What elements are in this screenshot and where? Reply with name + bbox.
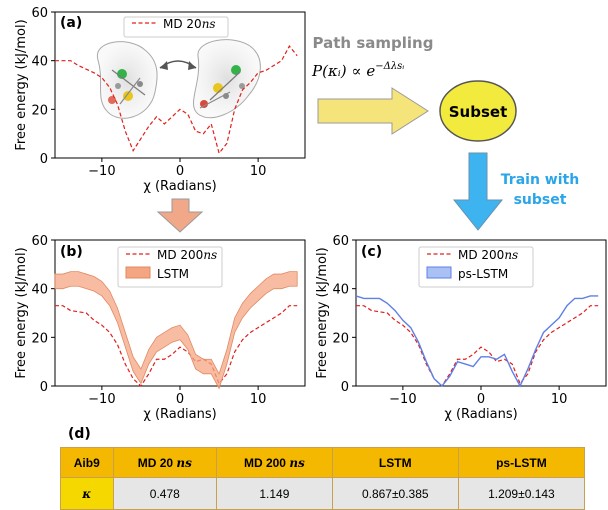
cell-md200: 1.149	[216, 477, 333, 510]
y-tick-label: 20	[332, 331, 349, 346]
legend-label: LSTM	[157, 267, 189, 281]
panel-b-chart: −10 0 10 0 20 40 60 MD 200ns LSTM (b) Free ener…	[14, 234, 306, 422]
legend-label: ps-LSTM	[458, 267, 508, 281]
legend-a-box	[123, 16, 229, 38]
train-with-label: Train with	[501, 172, 579, 188]
cell-lstm: 0.867±0.385	[331, 477, 459, 510]
x-tick-label: 0	[477, 392, 485, 407]
panel-a-xlabel: χ (Radians)	[143, 179, 216, 194]
sampling-formula: P(κᵢ) ∝ e−Δλsᵢ	[311, 61, 404, 80]
header-ps-lstm: ps-LSTM	[457, 447, 586, 478]
molecule-left-blob	[97, 41, 158, 119]
panel-c-xlabel: χ (Radians)	[444, 407, 517, 422]
y-tick-label: 20	[31, 331, 48, 346]
panel-a-label: (a)	[60, 15, 82, 31]
y-tick-label: 40	[332, 283, 349, 298]
subset-node	[439, 80, 517, 142]
x-tick-label: 10	[250, 164, 267, 179]
panel-a-ylabel: Free energy (kJ/mol)	[14, 19, 29, 150]
molecule-left-atoms	[108, 69, 146, 105]
table-row: κ 0.478 1.149 0.867±0.385 1.209±0.143	[60, 477, 586, 510]
subset-label: Subset	[449, 103, 508, 121]
molecule-right-blob	[193, 39, 261, 119]
y-tick-label: 0	[40, 152, 48, 167]
panel-a-chart: −10 0 10 0 20 40 60	[14, 6, 306, 194]
y-tick-label: 60	[31, 6, 48, 21]
x-tick-label: 0	[176, 392, 184, 407]
subset-train-label: subset	[514, 192, 567, 208]
panel-c-label: (c)	[361, 244, 382, 260]
y-tick-label: 40	[31, 55, 48, 70]
legend-label: MD 20ns	[163, 17, 216, 31]
row-label-kappa: κ	[60, 477, 114, 510]
panel-c-chart: −10 0 10 0 20 40 60 MD 200ns ps-LSTM (c) Free e…	[315, 234, 607, 422]
arrow-down-blue-icon	[452, 152, 504, 231]
legend-marker	[125, 266, 151, 279]
series-band-lstm	[54, 271, 298, 390]
header-lstm: LSTM	[331, 447, 459, 478]
table-header-row: Aib9 MD 20 ns MD 200 ns LSTM ps-LSTM	[60, 447, 586, 478]
header-md200: MD 200 ns	[216, 447, 333, 478]
table-title: (d)	[68, 426, 91, 442]
cell-md20: 0.478	[112, 477, 218, 510]
y-tick-label: 0	[341, 380, 349, 395]
arrow-down-orange-icon	[156, 198, 204, 233]
legend-label: MD 200ns	[157, 248, 217, 262]
x-tick-label: 0	[176, 164, 184, 179]
x-tick-label: −10	[88, 164, 115, 179]
panel-b-xlabel: χ (Radians)	[143, 407, 216, 422]
series-line-md-200ns	[55, 305, 298, 387]
series-line-md-20ns	[55, 44, 298, 155]
molecule-illustration	[97, 39, 261, 119]
legend-marker	[426, 266, 452, 279]
x-tick-label: 10	[551, 392, 568, 407]
path-sampling-label: Path sampling	[313, 34, 434, 52]
x-tick-label: −10	[88, 392, 115, 407]
kappa-table: Aib9 MD 20 ns MD 200 ns LSTM ps-LSTM κ 0…	[60, 447, 586, 510]
figure-canvas: −10 0 10 0 20 40 60	[14, 6, 607, 422]
arrow-to-subset-icon	[317, 87, 429, 135]
x-tick-label: −10	[389, 392, 416, 407]
panel-b-ylabel: Free energy (kJ/mol)	[14, 247, 29, 378]
workflow-diagram: Path sampling P(κᵢ) ∝ e−Δλsᵢ Subset Trai…	[156, 34, 579, 233]
y-tick-label: 20	[31, 103, 48, 118]
header-md20: MD 20 ns	[112, 447, 218, 478]
y-tick-label: 40	[31, 283, 48, 298]
legend-label: MD 200ns	[458, 248, 518, 262]
panel-b-label: (b)	[60, 244, 83, 260]
series-line-md-200ns	[356, 305, 599, 387]
series-line-ps-lstm	[355, 295, 599, 388]
panel-c-ylabel: Free energy (kJ/mol)	[315, 247, 330, 378]
cell-ps-lstm: 1.209±0.143	[457, 477, 586, 510]
header-aib9: Aib9	[60, 447, 114, 478]
y-tick-label: 0	[40, 380, 48, 395]
x-tick-label: 10	[250, 392, 267, 407]
y-tick-label: 60	[332, 234, 349, 249]
y-tick-label: 60	[31, 234, 48, 249]
molecule-right-atoms	[199, 65, 245, 109]
